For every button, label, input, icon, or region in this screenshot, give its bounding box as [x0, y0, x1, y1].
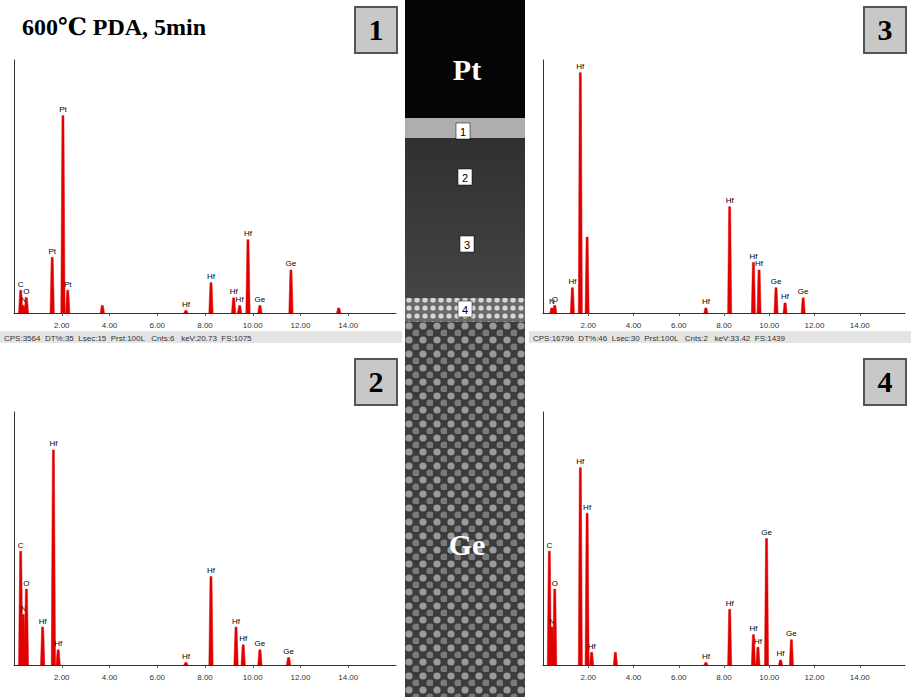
svg-text:Hf: Hf	[749, 251, 758, 261]
svg-text:12.00: 12.00	[290, 321, 311, 330]
svg-text:12.00: 12.00	[804, 321, 825, 330]
svg-text:Hf: Hf	[749, 624, 758, 633]
svg-text:8.00: 8.00	[197, 321, 213, 330]
svg-text:Hf: Hf	[726, 196, 735, 205]
svg-text:Hf: Hf	[49, 439, 58, 448]
svg-text:Hf: Hf	[236, 295, 245, 304]
svg-text:Hf: Hf	[576, 457, 585, 466]
svg-text:2.00: 2.00	[54, 673, 70, 682]
svg-text:2.00: 2.00	[580, 321, 596, 330]
svg-text:Hf: Hf	[54, 639, 63, 648]
html-text:3: 3	[877, 13, 893, 46]
svg-text:Hf: Hf	[207, 566, 216, 575]
svg-text:Pt: Pt	[64, 280, 72, 289]
svg-text:Hf: Hf	[232, 617, 241, 626]
svg-text:4.00: 4.00	[102, 321, 118, 330]
svg-text:Hf: Hf	[754, 637, 763, 646]
svg-text:Ge: Ge	[283, 647, 294, 656]
svg-text:10.00: 10.00	[243, 673, 264, 682]
svg-text:Hf: Hf	[777, 649, 786, 658]
svg-text:Hf: Hf	[588, 642, 597, 651]
html-text:2: 2	[368, 365, 384, 398]
svg-text:Hf: Hf	[755, 259, 764, 268]
svg-text:12.00: 12.00	[804, 673, 825, 682]
svg-text:Hf: Hf	[39, 617, 48, 626]
svg-text:Hf: Hf	[576, 62, 585, 71]
svg-text:Pt: Pt	[59, 105, 67, 114]
svg-text:2.00: 2.00	[580, 673, 596, 682]
svg-text:6.00: 6.00	[149, 321, 165, 330]
svg-text:Pt: Pt	[453, 53, 481, 86]
svg-text:6.00: 6.00	[149, 673, 165, 682]
svg-text:8.00: 8.00	[197, 673, 213, 682]
svg-text:4.00: 4.00	[626, 321, 642, 330]
svg-text:Hf: Hf	[207, 272, 216, 281]
svg-text:Hf: Hf	[702, 652, 711, 661]
svg-text:3: 3	[464, 239, 470, 251]
svg-text:Ge: Ge	[255, 639, 266, 648]
svg-text:C: C	[17, 279, 24, 289]
svg-text:6.00: 6.00	[671, 673, 687, 682]
svg-text:Ge: Ge	[255, 295, 266, 304]
svg-text:10.00: 10.00	[759, 321, 780, 330]
svg-text:Ge: Ge	[449, 528, 486, 561]
svg-text:4: 4	[462, 304, 468, 316]
svg-text:Ge: Ge	[786, 629, 797, 638]
svg-text:Hf: Hf	[244, 229, 253, 238]
html-text:1: 1	[368, 13, 384, 46]
svg-text:Ge: Ge	[771, 277, 782, 286]
svg-text:CPS:3564 DT%:35 Lsec:15 Prs: CPS:3564 DT%:35 Lsec:15 Prst:100L Cnts:6…	[4, 334, 252, 343]
svg-text:Ge: Ge	[761, 528, 772, 537]
svg-text:O: O	[23, 579, 29, 588]
svg-text:O: O	[552, 295, 558, 304]
svg-text:Hf: Hf	[182, 652, 191, 661]
svg-text:10.00: 10.00	[243, 321, 264, 330]
svg-text:14.00: 14.00	[338, 321, 359, 330]
svg-text:Hf: Hf	[182, 300, 191, 309]
svg-text:C: C	[18, 541, 24, 550]
svg-text:1: 1	[460, 126, 466, 138]
svg-text:14.00: 14.00	[850, 321, 871, 330]
svg-text:N: N	[548, 616, 555, 626]
svg-text:4.00: 4.00	[102, 673, 118, 682]
svg-text:2.00: 2.00	[54, 321, 70, 330]
svg-text:10.00: 10.00	[759, 673, 780, 682]
svg-text:Hf: Hf	[702, 297, 711, 306]
svg-text:C: C	[546, 541, 552, 550]
svg-text:Hf: Hf	[583, 503, 592, 512]
svg-text:Hf: Hf	[239, 634, 248, 643]
svg-text:Hf: Hf	[568, 277, 577, 286]
svg-text:8.00: 8.00	[716, 673, 732, 682]
svg-text:12.00: 12.00	[290, 673, 311, 682]
svg-text:Hf: Hf	[781, 292, 790, 301]
svg-text:2: 2	[462, 172, 468, 184]
html-text:4: 4	[877, 365, 893, 398]
svg-text:4.00: 4.00	[626, 673, 642, 682]
svg-text:Hf: Hf	[229, 287, 238, 297]
svg-text:6.00: 6.00	[671, 321, 687, 330]
svg-text:Ge: Ge	[286, 259, 297, 268]
html-text:600℃ PDA, 5min: 600℃ PDA, 5min	[22, 14, 207, 40]
svg-text:8.00: 8.00	[716, 321, 732, 330]
svg-text:14.00: 14.00	[850, 673, 871, 682]
svg-text:Hf: Hf	[726, 599, 735, 608]
svg-text:O: O	[23, 287, 29, 296]
svg-text:O: O	[552, 579, 558, 588]
svg-text:N: N	[20, 603, 27, 613]
svg-text:Pt: Pt	[48, 247, 56, 256]
svg-text:CPS:16796 DT%:46 Lsec:30 Pr: CPS:16796 DT%:46 Lsec:30 Prst:100L Cnts:…	[533, 334, 786, 343]
svg-text:14.00: 14.00	[338, 673, 359, 682]
svg-text:Ge: Ge	[798, 287, 809, 296]
